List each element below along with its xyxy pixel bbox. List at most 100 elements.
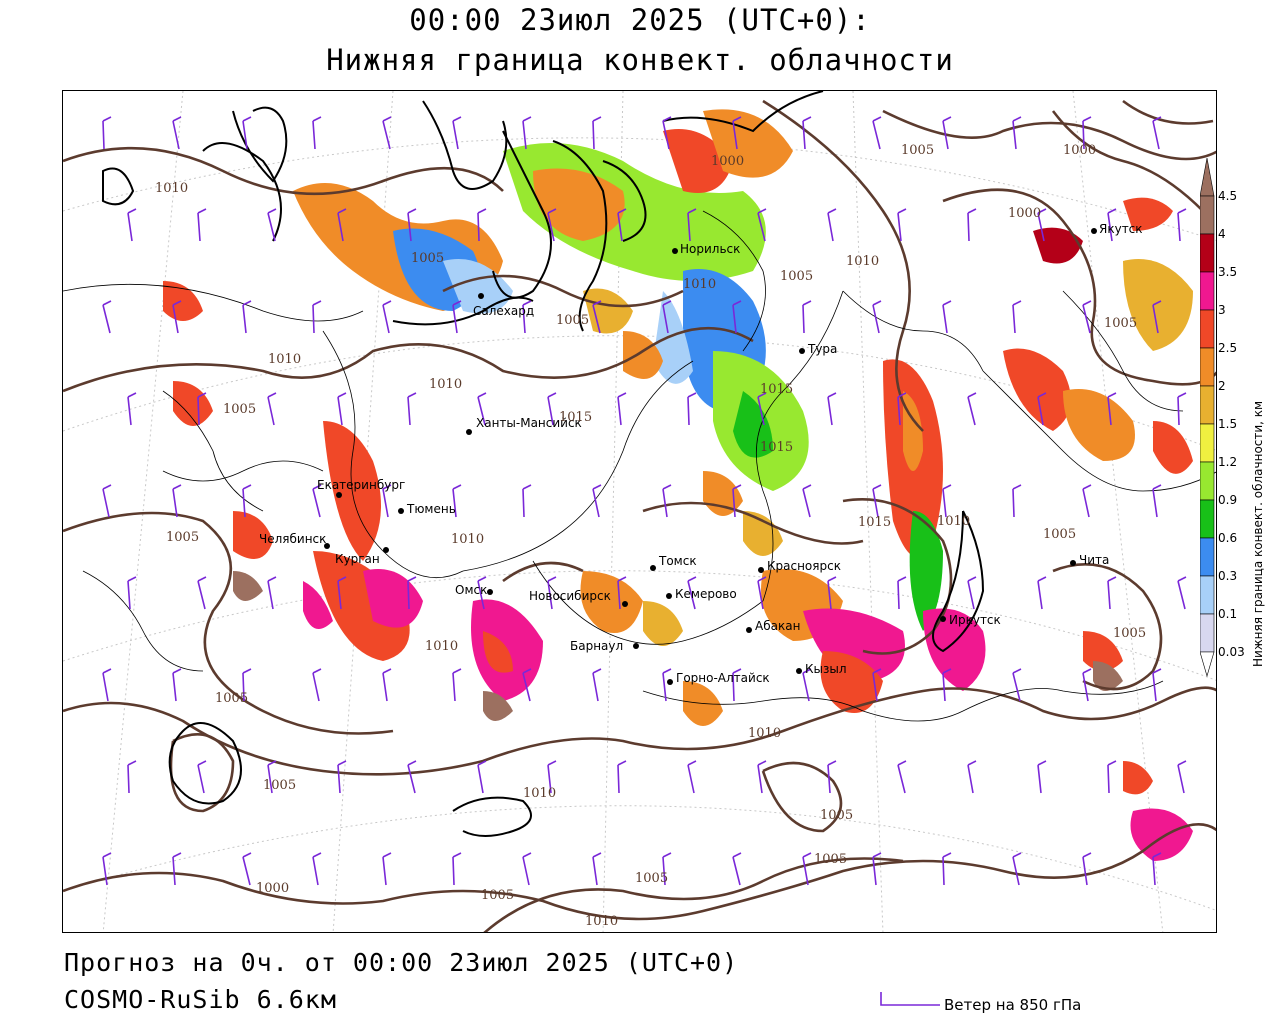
wind-barb [732, 668, 742, 702]
isobar-label: 1000 [256, 881, 289, 896]
wind-barb [897, 208, 907, 242]
wind-barb [662, 484, 672, 518]
isobar-label: 1000 [1063, 143, 1096, 158]
wind-barb [452, 116, 462, 150]
color-scale-level: 4.5 [1218, 189, 1237, 203]
color-scale-swatch [1200, 347, 1215, 387]
city-barnaul: Барнаул [570, 639, 639, 653]
color-scale-title-text: Нижняя граница конвект. облачности, км [1251, 401, 1265, 667]
wind-barb [662, 852, 672, 886]
isobar-label: 1010 [683, 277, 716, 292]
wind-barb [1012, 300, 1022, 334]
wind-barb [267, 392, 277, 426]
isobar-label: 1015 [760, 382, 793, 397]
wind-barb [267, 576, 277, 610]
cities: Норильск Якутск Салехард Тура Ханты-Манс… [259, 222, 1143, 685]
city-kemerovo: Кемерово [666, 587, 737, 601]
wind-barb [757, 760, 767, 794]
color-scale-level: 3 [1218, 303, 1226, 317]
color-scale-swatch [1200, 651, 1215, 678]
isobar-label: 1005 [481, 888, 514, 903]
wind-barb [452, 668, 462, 702]
city-label: Горно-Алтайск [676, 671, 770, 685]
city-label: Абакан [755, 619, 800, 633]
city-norilsk: Норильск [672, 242, 740, 256]
wind-barb [1107, 576, 1117, 610]
wind-barb [942, 116, 952, 150]
wind-barb [1082, 668, 1092, 702]
wind-barb [312, 484, 322, 518]
city-chelyabinsk: Челябинск [259, 532, 330, 549]
isobar-label: 1010 [429, 377, 462, 392]
color-scale-legend: 4.5 4 3.5 3 2.5 2 1.5 1.2 0.9 0.6 0.3 0.1 0.03 [1200, 158, 1244, 678]
wind-barb [872, 300, 882, 334]
color-scale-level: 2 [1218, 379, 1226, 393]
forecast-info: Прогноз на 0ч. от 00:00 23июл 2025 (UTC+… [64, 948, 739, 977]
wind-barb [617, 576, 627, 610]
wind-barb [827, 576, 837, 610]
wind-barb [942, 300, 952, 334]
city-label: Курган [335, 552, 380, 566]
isobar-label: 1005 [166, 530, 199, 545]
wind-barb [802, 484, 812, 518]
isobar-label: 1010 [425, 639, 458, 654]
wind-barb [1177, 760, 1187, 794]
wind-barb [242, 116, 252, 150]
wind-barb [872, 116, 882, 150]
city-label: Екатеринбург [317, 478, 405, 492]
wind-barb [127, 760, 137, 794]
city-yakutsk: Якутск [1091, 222, 1143, 236]
wind-barb [547, 576, 557, 610]
color-scale-level: 3.5 [1218, 265, 1237, 279]
wind-barb [1037, 208, 1047, 242]
wind-barb [1037, 576, 1047, 610]
city-label: Кызыл [805, 662, 847, 676]
wind-barb [1012, 852, 1022, 886]
wind-barb [172, 852, 182, 886]
wind-barb [1107, 392, 1117, 426]
wind-barb [757, 576, 767, 610]
wind-barb [732, 116, 742, 150]
map-subtitle: Нижняя граница конвект. облачности [326, 43, 954, 77]
wind-barb [407, 760, 417, 794]
color-scale-level: 4 [1218, 227, 1226, 241]
wind-barb [382, 668, 392, 702]
city-label: Омск [455, 583, 487, 597]
wind-barb [872, 484, 882, 518]
color-scale-level: 2.5 [1218, 341, 1237, 355]
color-scale-swatch [1200, 158, 1215, 197]
wind-barb [547, 760, 557, 794]
wind-barb [1107, 760, 1117, 794]
wind-barb [102, 116, 112, 150]
wind-barb [592, 116, 602, 150]
wind-barb [827, 760, 837, 794]
wind-barb [477, 208, 487, 242]
color-scale-swatch [1200, 385, 1215, 425]
color-scale-swatch [1200, 271, 1215, 311]
wind-barb [337, 208, 347, 242]
wind-barb [592, 668, 602, 702]
wind-barb [942, 484, 952, 518]
wind-barb [242, 852, 252, 886]
isobar-label: 1005 [1113, 626, 1146, 641]
wind-barb [337, 760, 347, 794]
wind-barb [407, 576, 417, 610]
isobar-label: 1015 [760, 440, 793, 455]
wind-barb [827, 392, 837, 426]
wind-barb [102, 300, 112, 334]
wind-barb [1152, 116, 1162, 150]
wind-barb [967, 760, 977, 794]
wind-barb [102, 852, 112, 886]
wind-barb [382, 852, 392, 886]
isobar-label: 1010 [585, 914, 618, 929]
wind-barb [522, 116, 532, 150]
wind-legend: Ветер на 850 гПа [878, 990, 1178, 1020]
city-label: Красноярск [767, 559, 841, 573]
wind-barb [662, 668, 672, 702]
isobar-label: 1015 [858, 515, 891, 530]
wind-barb [1082, 852, 1092, 886]
color-scale-level: 1.2 [1218, 455, 1237, 469]
wind-barb [102, 668, 112, 702]
wind-legend-label: Ветер на 850 гПа [944, 996, 1082, 1014]
wind-barb [127, 576, 137, 610]
